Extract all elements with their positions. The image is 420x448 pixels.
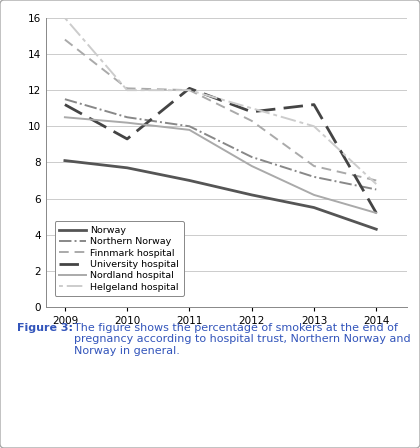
Legend: Norway, Northern Norway, Finnmark hospital, University hospital, Nordland hospit: Norway, Northern Norway, Finnmark hospit…: [55, 221, 184, 297]
Text: The figure shows the percentage of smokers at the end of
pregnancy according to : The figure shows the percentage of smoke…: [74, 323, 411, 356]
Text: Figure 3:: Figure 3:: [17, 323, 77, 332]
